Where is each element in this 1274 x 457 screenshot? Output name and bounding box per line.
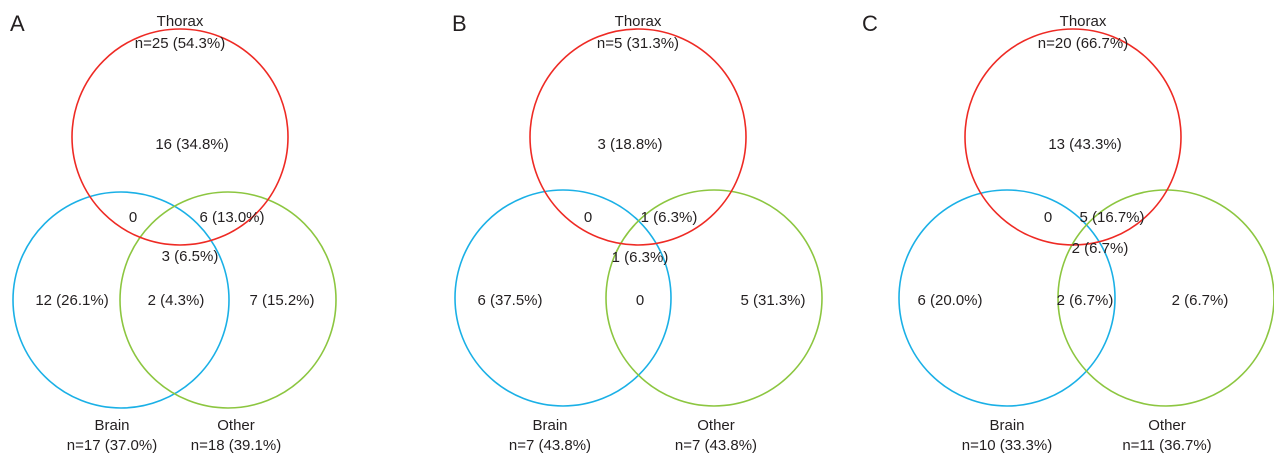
region-thorax-brain: 0 xyxy=(584,209,592,226)
other-label: Other xyxy=(217,417,255,434)
region-other-only: 2 (6.7%) xyxy=(1172,292,1229,309)
region-brain-only: 12 (26.1%) xyxy=(35,292,108,309)
brain-circle xyxy=(898,189,1116,407)
thorax-label: Thorax xyxy=(157,13,204,30)
region-all-three: 1 (6.3%) xyxy=(612,249,669,266)
region-brain-only: 6 (37.5%) xyxy=(477,292,542,309)
thorax-circle xyxy=(529,28,747,246)
brain-label: Brain xyxy=(532,417,567,434)
region-brain-other: 0 xyxy=(636,292,644,309)
region-thorax-brain: 0 xyxy=(129,209,137,226)
brain-circle xyxy=(454,189,672,407)
region-thorax-only: 3 (18.8%) xyxy=(597,136,662,153)
thorax-label: Thorax xyxy=(615,13,662,30)
region-brain-other: 2 (6.7%) xyxy=(1057,292,1114,309)
brain-count: n=10 (33.3%) xyxy=(962,437,1052,454)
region-thorax-only: 16 (34.8%) xyxy=(155,136,228,153)
region-thorax-other: 6 (13.0%) xyxy=(199,209,264,226)
other-count: n=7 (43.8%) xyxy=(675,437,757,454)
thorax-circle xyxy=(964,28,1182,246)
panel-letter: B xyxy=(452,11,467,36)
brain-count: n=17 (37.0%) xyxy=(67,437,157,454)
brain-count: n=7 (43.8%) xyxy=(509,437,591,454)
region-thorax-brain: 0 xyxy=(1044,209,1052,226)
other-circle xyxy=(605,189,823,407)
region-all-three: 3 (6.5%) xyxy=(162,248,219,265)
other-count: n=18 (39.1%) xyxy=(191,437,281,454)
thorax-label: Thorax xyxy=(1060,13,1107,30)
panel-letter: C xyxy=(862,11,878,36)
region-other-only: 7 (15.2%) xyxy=(249,292,314,309)
other-count: n=11 (36.7%) xyxy=(1122,437,1211,454)
panel-letter: A xyxy=(10,11,25,36)
brain-label: Brain xyxy=(989,417,1024,434)
brain-label: Brain xyxy=(94,417,129,434)
thorax-circle xyxy=(71,28,289,246)
thorax-count: n=25 (54.3%) xyxy=(135,35,225,52)
region-all-three: 2 (6.7%) xyxy=(1072,240,1129,257)
region-brain-other: 2 (4.3%) xyxy=(148,292,205,309)
region-thorax-other: 1 (6.3%) xyxy=(641,209,698,226)
thorax-count: n=5 (31.3%) xyxy=(597,35,679,52)
other-label: Other xyxy=(1148,417,1186,434)
thorax-count: n=20 (66.7%) xyxy=(1038,35,1128,52)
brain-circle xyxy=(12,191,230,409)
region-thorax-only: 13 (43.3%) xyxy=(1048,136,1121,153)
other-label: Other xyxy=(697,417,735,434)
region-brain-only: 6 (20.0%) xyxy=(917,292,982,309)
other-circle xyxy=(119,191,337,409)
region-other-only: 5 (31.3%) xyxy=(740,292,805,309)
region-thorax-other: 5 (16.7%) xyxy=(1079,209,1144,226)
other-circle xyxy=(1057,189,1274,407)
